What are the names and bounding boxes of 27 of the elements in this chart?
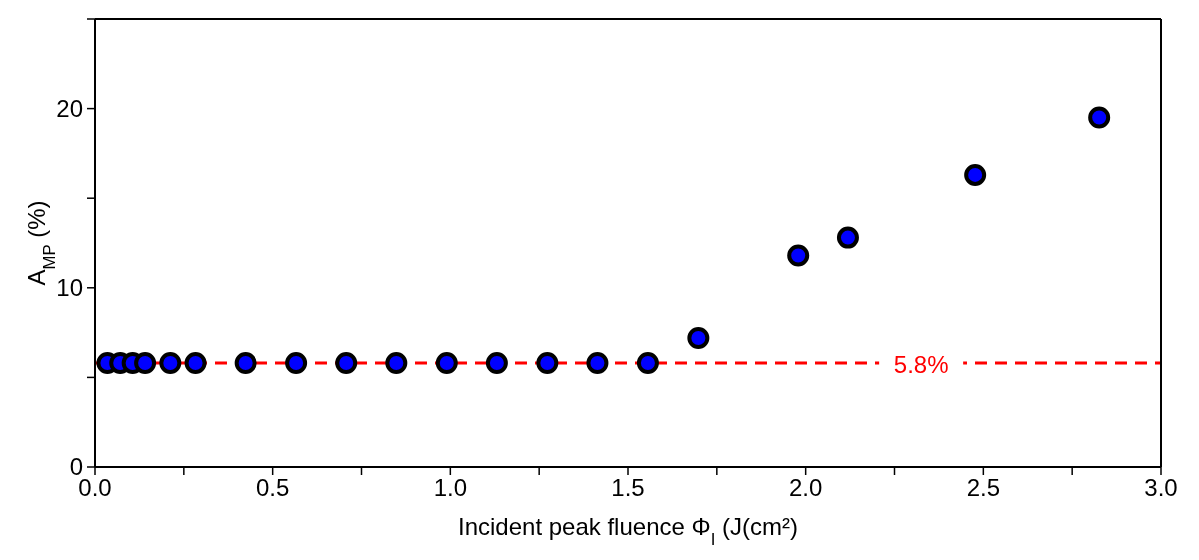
x-tick-label: 3.0 [1144, 474, 1178, 502]
ref-line-label: 5.8% [893, 351, 949, 379]
point [1088, 106, 1111, 129]
point [159, 352, 182, 375]
point [285, 352, 308, 375]
x-tick-label: 0.5 [255, 474, 290, 502]
point [586, 352, 609, 375]
point [184, 352, 207, 375]
y-tick-label: 20 [56, 94, 83, 122]
point [687, 326, 710, 349]
point [385, 352, 408, 375]
x-tick-label: 2.0 [788, 474, 823, 502]
point [536, 352, 559, 375]
x-tick-label: 1.5 [611, 474, 645, 502]
point [435, 352, 458, 375]
point [836, 226, 859, 249]
y-tick-label: 10 [56, 273, 83, 301]
point [335, 352, 358, 375]
point [964, 163, 987, 186]
x-tick-label: 1.0 [433, 474, 468, 502]
point [234, 352, 257, 375]
point [485, 352, 508, 375]
x-axis-title: Incident peak fluence Φ$_{I}$ (J(cm²) [458, 513, 798, 549]
point [636, 352, 659, 375]
x-tick-label: 2.5 [966, 474, 1001, 502]
point [787, 244, 810, 267]
point [134, 352, 157, 375]
